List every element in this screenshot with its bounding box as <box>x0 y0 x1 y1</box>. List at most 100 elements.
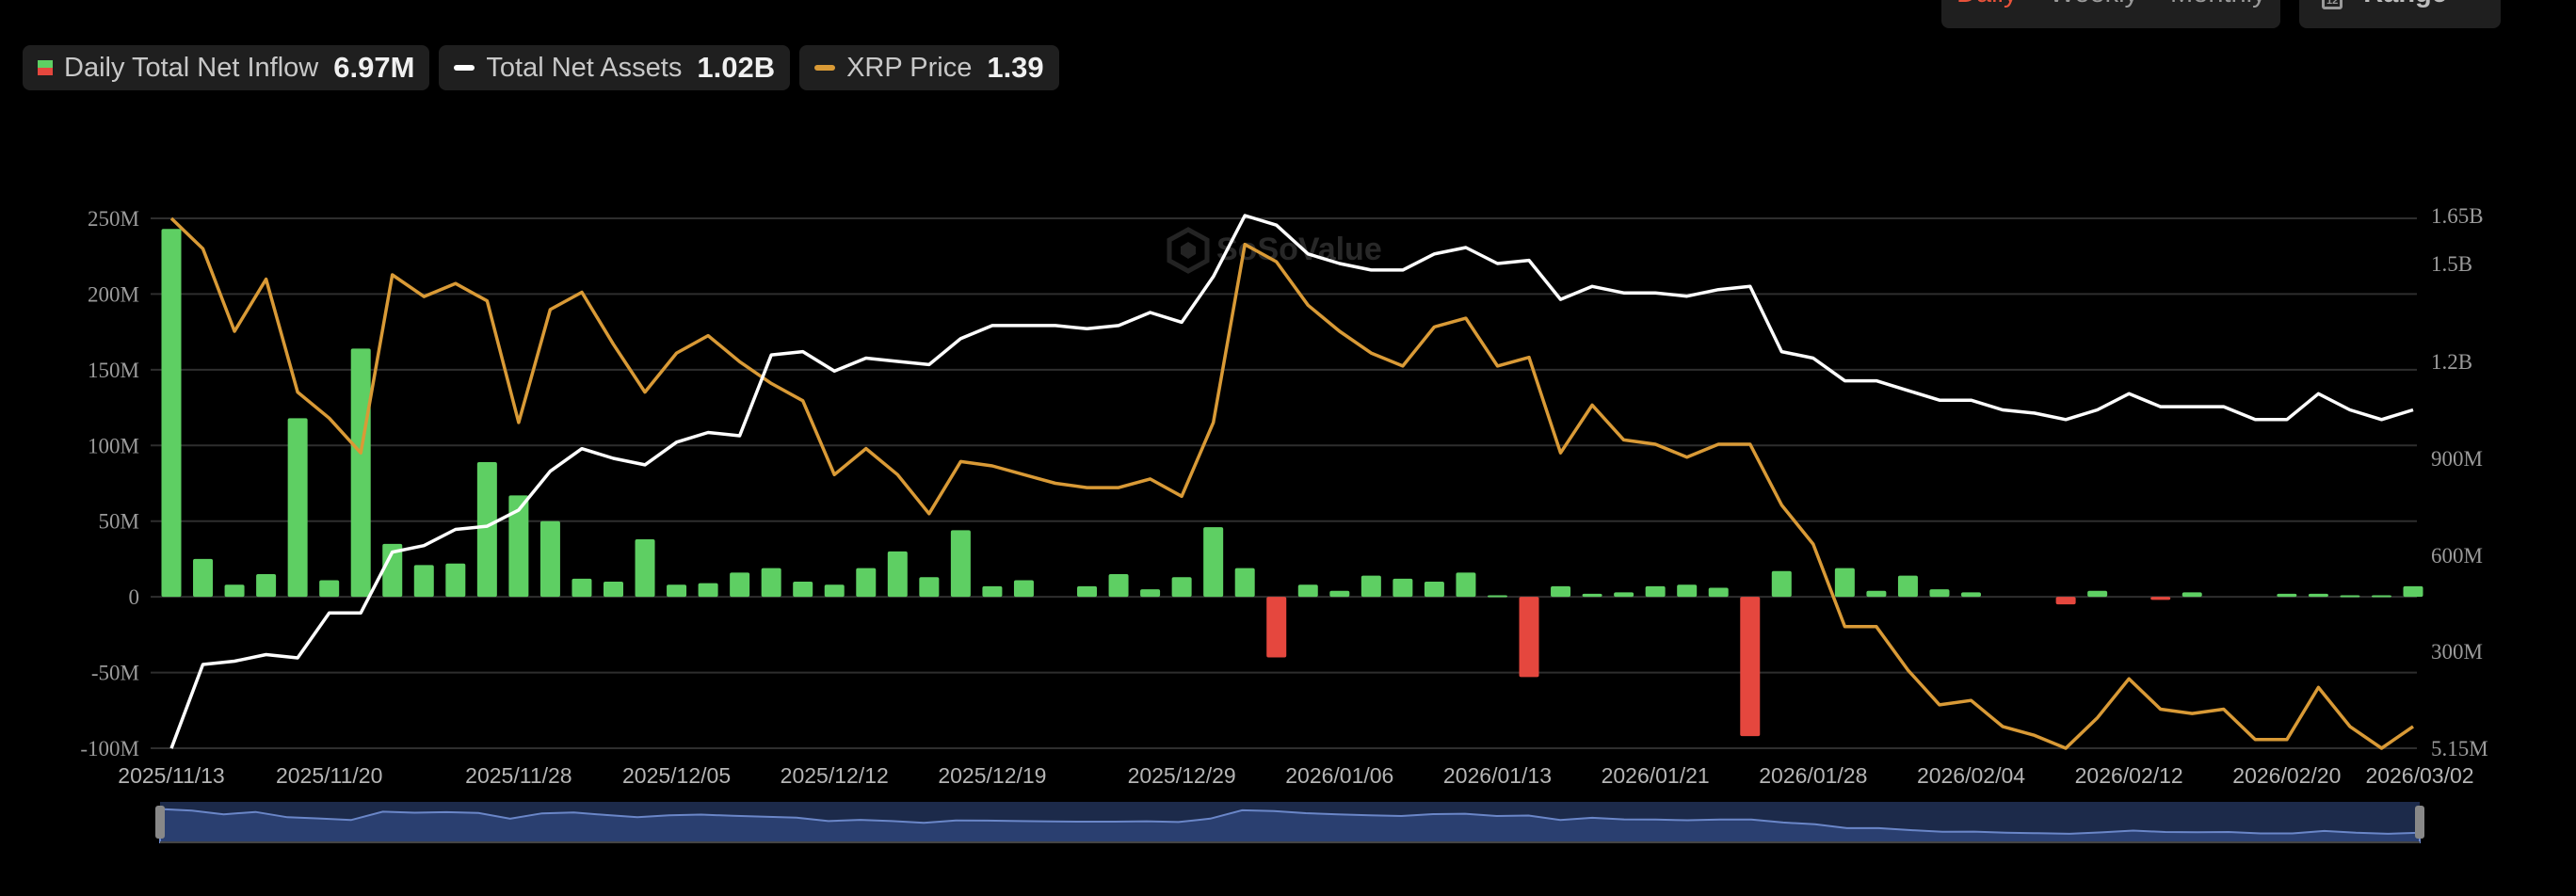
right-tick-label: 600M <box>2431 544 2483 568</box>
date-range-label: Date Range <box>2363 0 2486 9</box>
inflow-bar[interactable] <box>2371 595 2391 598</box>
inflow-bar[interactable] <box>382 543 403 598</box>
inflow-bar[interactable] <box>1108 574 1129 598</box>
inflow-bar[interactable] <box>1487 595 1507 598</box>
legend-inflow[interactable]: Daily Total Net Inflow 6.97M <box>23 45 430 90</box>
inflow-bar[interactable] <box>1424 582 1444 598</box>
range-tabs: Daily Weekly Monthly <box>1941 0 2280 28</box>
inflow-bar[interactable] <box>950 530 971 598</box>
navigator-handle[interactable] <box>2415 806 2424 839</box>
inflow-bar[interactable] <box>1551 585 1571 598</box>
legend-price-value: 1.39 <box>987 51 1044 84</box>
x-tick-label: 2025/12/29 <box>1128 763 1236 788</box>
assets-swatch-icon <box>454 65 475 71</box>
legend-assets[interactable]: Total Net Assets 1.02B <box>439 45 791 90</box>
inflow-bar[interactable] <box>887 551 908 598</box>
inflow-bar[interactable] <box>161 229 182 598</box>
left-tick-label: -50M <box>91 662 139 685</box>
legend-assets-label: Total Net Assets <box>486 52 683 83</box>
inflow-bar[interactable] <box>1961 592 1982 598</box>
inflow-bar[interactable] <box>413 565 434 598</box>
inflow-bar[interactable] <box>2087 590 2108 598</box>
price-swatch-icon <box>814 65 836 71</box>
inflow-bar[interactable] <box>1297 584 1318 598</box>
inflow-bar[interactable] <box>476 461 497 598</box>
x-tick-label: 2025/11/13 <box>118 763 224 788</box>
navigator-handle[interactable] <box>155 806 165 839</box>
inflow-bar[interactable] <box>1013 580 1034 598</box>
inflow-bar[interactable] <box>793 582 813 598</box>
inflow-bar[interactable] <box>287 418 308 598</box>
legend-inflow-value: 6.97M <box>333 51 415 84</box>
inflow-bar[interactable] <box>1360 575 1381 598</box>
inflow-bar[interactable] <box>856 568 877 598</box>
inflow-bar[interactable] <box>2308 593 2328 598</box>
inflow-bar[interactable] <box>224 584 245 598</box>
inflow-bar[interactable] <box>1140 589 1161 598</box>
date-range-button[interactable]: 12 Date Range <box>2299 0 2501 28</box>
inflow-bar[interactable] <box>2277 593 2297 598</box>
inflow-bar[interactable] <box>256 574 277 598</box>
inflow-bar[interactable] <box>982 585 1003 598</box>
right-tick-label: 300M <box>2431 640 2483 664</box>
inflow-bar[interactable] <box>1771 570 1792 598</box>
inflow-bar[interactable] <box>2182 592 2202 598</box>
inflow-bar[interactable] <box>1234 568 1255 598</box>
inflow-bar[interactable] <box>1266 597 1287 658</box>
inflow-bar[interactable] <box>603 582 623 598</box>
inflow-bar[interactable] <box>1645 585 1666 598</box>
inflow-bar[interactable] <box>1519 597 1539 678</box>
assets-line[interactable] <box>169 214 2414 749</box>
inflow-bar[interactable] <box>1677 584 1698 598</box>
x-tick-label: 2026/01/06 <box>1285 763 1393 788</box>
inflow-bar[interactable] <box>698 583 718 598</box>
inflow-bar[interactable] <box>572 578 592 598</box>
inflow-bar[interactable] <box>730 572 750 598</box>
x-tick-label: 2025/12/05 <box>622 763 731 788</box>
inflow-bar[interactable] <box>2150 597 2171 600</box>
right-tick-label: 1.5B <box>2431 252 2472 276</box>
x-tick-label: 2025/12/12 <box>781 763 889 788</box>
inflow-bar[interactable] <box>1582 593 1602 598</box>
inflow-bar[interactable] <box>1708 587 1729 598</box>
inflow-bar[interactable] <box>539 520 560 598</box>
inflow-bar[interactable] <box>1077 585 1098 598</box>
inflow-bar[interactable] <box>1456 572 1476 598</box>
inflow-bar[interactable] <box>1834 568 1855 598</box>
inflow-bar[interactable] <box>1740 597 1761 737</box>
inflow-bar[interactable] <box>2055 597 2076 605</box>
inflow-bar[interactable] <box>1203 527 1224 598</box>
inflow-bar[interactable] <box>319 580 340 598</box>
inflow-bar[interactable] <box>1329 590 1350 598</box>
tab-weekly[interactable]: Weekly <box>2049 0 2138 9</box>
tab-monthly[interactable]: Monthly <box>2170 0 2266 9</box>
inflow-bar[interactable] <box>1393 578 1413 598</box>
legend-price-label: XRP Price <box>846 52 973 83</box>
left-tick-label: 250M <box>88 207 139 231</box>
x-tick-label: 2026/02/04 <box>1917 763 2025 788</box>
legend-price[interactable]: XRP Price 1.39 <box>799 45 1059 90</box>
tab-daily[interactable]: Daily <box>1956 0 2017 9</box>
inflow-bar[interactable] <box>508 495 529 598</box>
inflow-bar[interactable] <box>824 584 845 598</box>
navigator-scrollbar[interactable] <box>155 802 2424 843</box>
inflow-bar[interactable] <box>1897 575 1918 598</box>
inflow-bar[interactable] <box>761 568 781 598</box>
inflow-bar[interactable] <box>1614 592 1634 598</box>
inflow-bar[interactable] <box>667 584 687 598</box>
x-tick-label: 2026/02/12 <box>2075 763 2183 788</box>
inflow-bar[interactable] <box>445 563 466 598</box>
inflow-bar[interactable] <box>2340 595 2360 598</box>
inflow-bar[interactable] <box>193 558 214 598</box>
price-line[interactable] <box>169 216 2414 750</box>
inflow-bar[interactable] <box>1171 577 1192 598</box>
inflow-bar[interactable] <box>350 348 371 598</box>
inflow-bar[interactable] <box>2403 585 2423 598</box>
inflow-bar[interactable] <box>1929 589 1950 598</box>
inflow-bar[interactable] <box>1866 590 1887 598</box>
x-tick-label: 2026/01/21 <box>1602 763 1710 788</box>
inflow-bar[interactable] <box>919 577 940 598</box>
calendar-icon: 12 <box>2322 0 2343 9</box>
left-tick-label: 150M <box>88 359 139 382</box>
inflow-bar[interactable] <box>635 539 655 598</box>
